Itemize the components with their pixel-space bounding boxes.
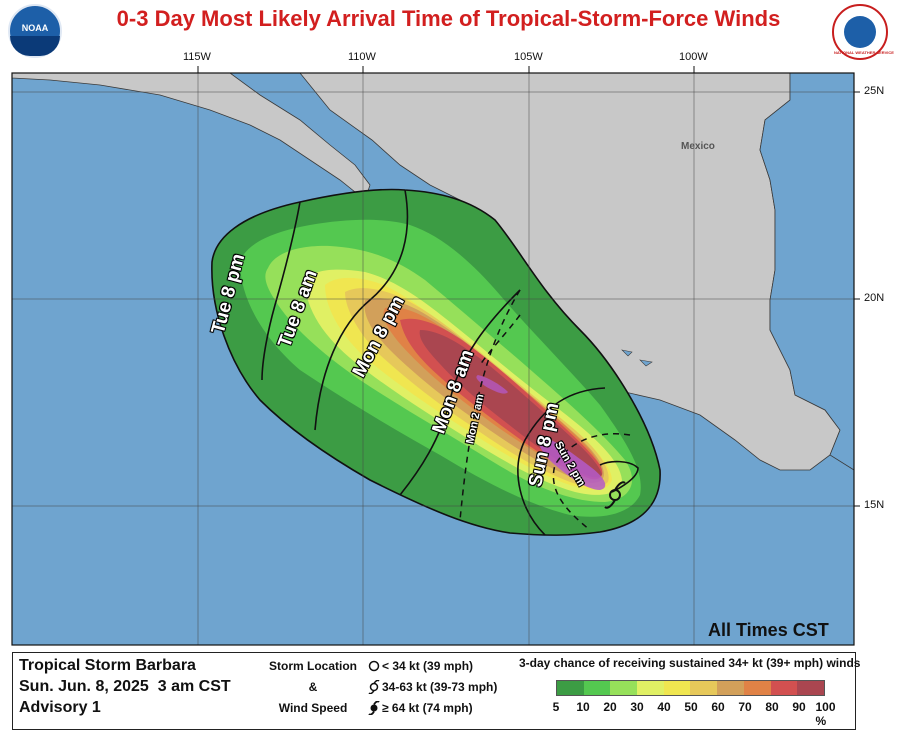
swatch-40 (663, 681, 691, 695)
storm-name: Tropical Storm Barbara (19, 657, 196, 674)
gulf-ocean (759, 73, 854, 471)
lake (621, 349, 633, 357)
prob-label: 40 (657, 700, 671, 714)
prob-label: 30 (630, 700, 644, 714)
lon-label-100w: 100W (679, 51, 708, 63)
symbol-legend-labels: Storm Location & Wind Speed (265, 656, 361, 719)
arrival-time-lines (261, 189, 639, 536)
graticule (12, 73, 854, 645)
circle-storm-icon (368, 660, 380, 672)
symbol-item-text: ≥ 64 kt (74 mph) (382, 701, 473, 715)
prob-label: 100 % (815, 700, 836, 728)
symbol-legend-items: < 34 kt (39 mph) 34-63 kt (39-73 mph) ≥ … (368, 656, 497, 719)
prob-label: 5 (552, 700, 560, 714)
symbol-item-tropical-storm: 34-63 kt (39-73 mph) (368, 677, 497, 698)
swatch-10 (583, 681, 611, 695)
lat-label-25n: 25N (864, 85, 885, 97)
symbol-label-line1: Storm Location (268, 659, 357, 673)
swatch-80 (770, 681, 798, 695)
hurricane-icon (368, 701, 380, 715)
swatch-50 (690, 681, 718, 695)
symbol-item-text: < 34 kt (39 mph) (382, 659, 474, 673)
storm-info: Tropical Storm Barbara Sun. Jun. 8, 2025… (19, 655, 231, 718)
swatch-20 (610, 681, 638, 695)
title: 0-3 Day Most Likely Arrival Time of Trop… (116, 6, 781, 31)
noaa-logo-text: NOAA (21, 23, 49, 33)
symbol-item-hurricane: ≥ 64 kt (74 mph) (368, 698, 497, 719)
frame-ticks (197, 66, 860, 507)
swatch-5 (557, 681, 584, 695)
prob-100 (538, 435, 606, 490)
prob-label: 80 (765, 700, 779, 714)
wind-extent-outline (211, 188, 661, 536)
map (11, 66, 860, 646)
prob-label: 10 (576, 700, 590, 714)
probability-legend-title: 3-day chance of receiving sustained 34+ … (519, 656, 861, 670)
symbol-item-text: 34-63 kt (39-73 mph) (382, 680, 498, 694)
lon-label-105w: 105W (514, 51, 543, 63)
baja-california-land (12, 73, 371, 201)
prob-90 (419, 330, 602, 478)
lat-label-20n: 20N (864, 292, 885, 304)
tropical-storm-icon (368, 680, 380, 694)
lat-label-15n: 15N (864, 499, 885, 511)
symbol-label-line3: Wind Speed (278, 701, 348, 715)
swatch-90 (797, 681, 824, 695)
lake (639, 359, 653, 367)
time-note: All Times CST (708, 620, 829, 640)
prob-label: 70 (738, 700, 752, 714)
prob-label: 60 (711, 700, 725, 714)
swatch-70 (743, 681, 771, 695)
map-frame (11, 72, 855, 646)
dashed-arrival-lines (459, 289, 631, 531)
legend-panel: Tropical Storm Barbara Sun. Jun. 8, 2025… (12, 652, 860, 730)
probability-swatches (556, 680, 825, 696)
probability-labels: 5 10 20 30 40 50 60 70 80 90 100 % (543, 700, 853, 728)
lon-label-110w: 110W (348, 51, 376, 63)
noaa-logo: NOAA (8, 4, 62, 58)
swatch-60 (717, 681, 744, 695)
tropical-storm-icon (604, 481, 626, 509)
symbol-item-depression: < 34 kt (39 mph) (368, 656, 497, 677)
prob-label: 20 (603, 700, 617, 714)
prob-100 (476, 375, 508, 394)
nws-logo: NATIONAL WEATHER SERVICE (832, 4, 894, 60)
symbol-label-line2: & (308, 680, 318, 694)
prob-label: 90 (792, 700, 806, 714)
nws-logo-text: NATIONAL WEATHER SERVICE (834, 50, 894, 55)
storm-datetime: Sun. Jun. 8, 2025 3 am CST (19, 678, 231, 695)
lon-label-115w: 115W (183, 51, 211, 63)
storm-advisory: Advisory 1 (19, 699, 101, 716)
country-label: Mexico (681, 141, 715, 152)
prob-label: 50 (684, 700, 698, 714)
swatch-30 (637, 681, 664, 695)
